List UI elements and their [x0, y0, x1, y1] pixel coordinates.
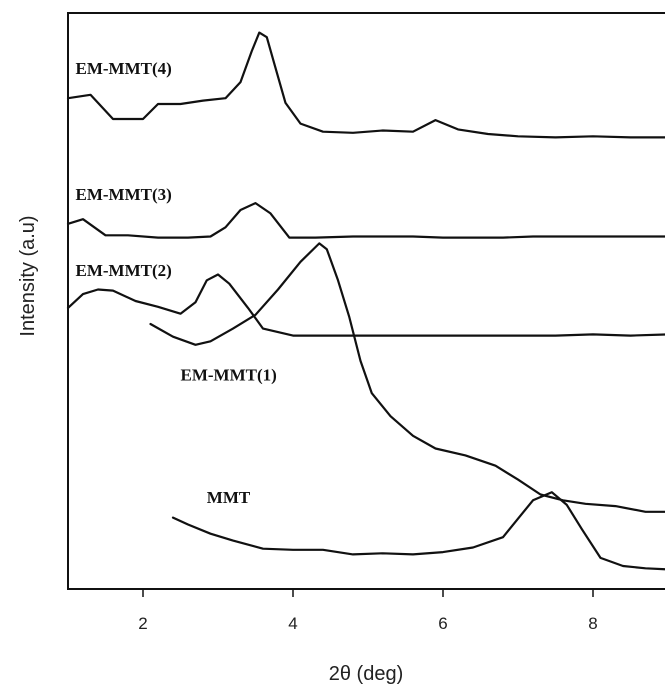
x-tick-label: 4 — [288, 614, 297, 633]
x-tick-label: 8 — [588, 614, 597, 633]
series-label-em-mmt-4: EM-MMT(4) — [76, 59, 172, 78]
series-label-em-mmt-3: EM-MMT(3) — [76, 185, 172, 204]
x-axis-label: 2θ (deg) — [329, 663, 404, 685]
series-line-em-mmt-4 — [66, 31, 665, 139]
series-line-em-mmt-2 — [66, 273, 665, 337]
plot-frame — [67, 12, 665, 590]
x-ticks: 2 4 6 8 — [138, 589, 598, 633]
x-tick-label: 2 — [138, 614, 147, 633]
series-label-em-mmt-2: EM-MMT(2) — [76, 261, 172, 280]
series-labels: EM-MMT(4) EM-MMT(3) EM-MMT(2) EM-MMT(1) MMT — [76, 59, 277, 507]
series-label-mmt: MMT — [207, 488, 251, 507]
series-line-em-mmt-3 — [66, 202, 665, 239]
x-tick-label: 6 — [438, 614, 447, 633]
series-label-em-mmt-1: EM-MMT(1) — [181, 366, 277, 385]
series-layer — [66, 31, 665, 571]
y-axis-label: Intensity (a.u) — [17, 215, 39, 336]
series-line-mmt — [171, 491, 665, 571]
